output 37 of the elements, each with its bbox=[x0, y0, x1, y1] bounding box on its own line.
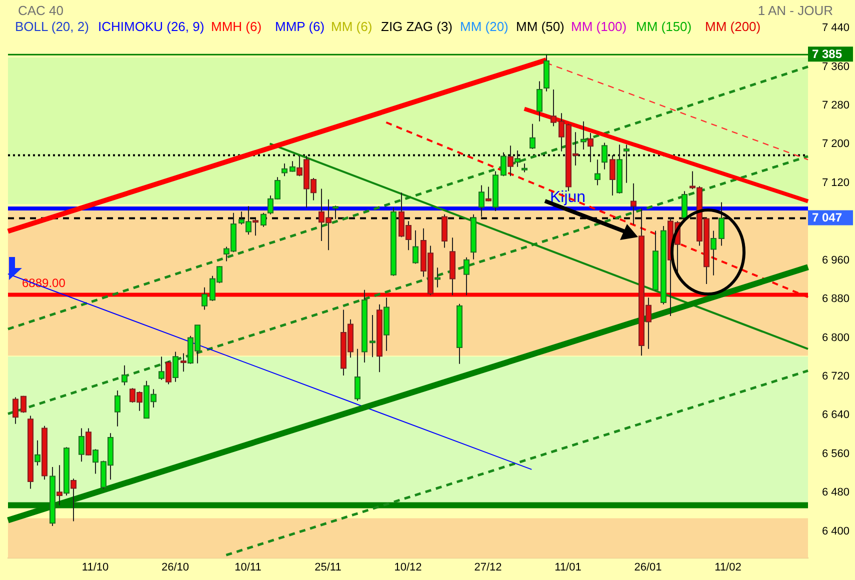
y-tick-label: 7 200 bbox=[822, 138, 850, 150]
y-tick-label: 6 560 bbox=[822, 448, 850, 460]
y-tick-label: 7 360 bbox=[822, 60, 850, 73]
annotation: MM (6) bbox=[331, 19, 372, 34]
y-tick-label: 6 800 bbox=[822, 332, 850, 344]
chart-title: CAC 40 bbox=[18, 3, 64, 18]
annotation: MM (20) bbox=[460, 19, 508, 34]
ref-line-label: 7 385 bbox=[812, 46, 842, 61]
annotation: MM (200) bbox=[705, 19, 761, 34]
x-tick-label: 27/12 bbox=[474, 562, 502, 574]
x-tick-label: 26/10 bbox=[162, 562, 190, 574]
annotation: ZIG ZAG (3) bbox=[381, 19, 452, 34]
annotation: MM (50) bbox=[516, 19, 564, 34]
y-tick-label: 6 640 bbox=[822, 409, 850, 422]
annotation: MM (150) bbox=[636, 19, 692, 34]
y-tick-label: 6 880 bbox=[822, 293, 850, 306]
annotation: MM (100) bbox=[571, 19, 627, 34]
ref-line-label: 7 047 bbox=[812, 210, 842, 225]
y-tick-label: 7 120 bbox=[822, 176, 850, 189]
annotation: MMH (6) bbox=[211, 19, 262, 34]
x-tick-label: 11/01 bbox=[554, 562, 582, 574]
annotation: MMP (6) bbox=[275, 19, 325, 34]
x-tick-label: 26/01 bbox=[634, 562, 662, 574]
x-tick-label: 11/10 bbox=[82, 562, 109, 574]
annotation: ICHIMOKU (26, 9) bbox=[98, 19, 204, 34]
x-tick-label: 25/11 bbox=[314, 562, 342, 574]
annotation: BOLL (20, 2) bbox=[15, 19, 89, 34]
chart-subtitle: 1 AN - JOUR bbox=[758, 3, 833, 18]
y-tick-label: 7 440 bbox=[822, 22, 850, 34]
x-tick-label: 10/12 bbox=[394, 562, 422, 574]
y-tick-label: 7 280 bbox=[822, 99, 850, 112]
y-tick-label: 6 400 bbox=[822, 525, 850, 538]
y-tick-label: 6 960 bbox=[822, 254, 850, 266]
y-tick-label: 6 720 bbox=[822, 370, 850, 383]
y-tick-label: 6 480 bbox=[822, 486, 850, 499]
x-tick-label: 11/02 bbox=[714, 562, 742, 574]
x-tick-label: 10/11 bbox=[234, 562, 262, 574]
